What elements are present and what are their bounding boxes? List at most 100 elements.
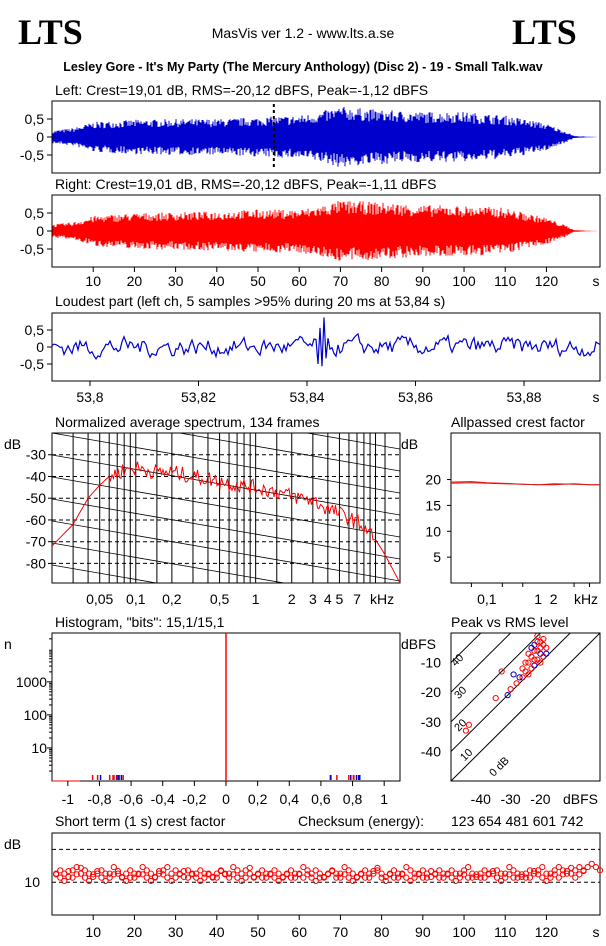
y-tick-label: -40	[421, 743, 441, 759]
crest-line-10	[451, 633, 571, 753]
short-term-point-right	[473, 873, 480, 881]
x-tick-label: 70	[333, 924, 349, 940]
y-tick-label: 10	[425, 523, 441, 539]
short-term-point-left	[543, 877, 550, 885]
left-waveform-title: Left: Crest=19,01 dB, RMS=-20,12 dBFS, P…	[55, 82, 428, 98]
short-term-point-right	[184, 867, 192, 874]
x-tick-label: kHz	[574, 591, 598, 607]
short-term-point-left	[349, 877, 356, 885]
crest-line-0	[451, 633, 600, 781]
x-tick-label: 90	[415, 924, 431, 940]
pvr-point	[462, 727, 469, 734]
x-tick-label: 0,1	[477, 591, 497, 607]
x-tick-label: 120	[535, 273, 559, 289]
short-term-point-right	[489, 870, 496, 877]
pvr-point	[525, 659, 532, 666]
pvr-point	[528, 644, 535, 651]
y-tick-label: -0,5	[20, 241, 44, 257]
y-tick-label: -60	[26, 512, 46, 528]
short-term-point-right	[399, 870, 406, 877]
short-term-crest-panel: Short term (1 s) crest factor Checksum (…	[4, 813, 604, 940]
short-term-point-right	[238, 870, 245, 877]
pvr-point	[504, 692, 511, 699]
short-term-point-left	[419, 874, 426, 881]
short-term-point-right	[469, 870, 476, 877]
short-term-point-right	[304, 867, 311, 874]
short-term-point-right	[374, 867, 381, 874]
short-term-point-right	[502, 870, 509, 877]
short-term-point-right	[267, 870, 274, 877]
short-term-point-left	[226, 874, 233, 881]
short-term-point-right	[221, 870, 229, 877]
pvr-point	[492, 695, 499, 702]
allpassed-crest-frame	[450, 432, 601, 584]
short-term-point-right	[333, 870, 340, 877]
short-term-point-left	[477, 874, 484, 881]
y-tick-label: 1000	[16, 674, 47, 690]
pvr-point	[540, 635, 547, 643]
short-term-point-left	[530, 867, 538, 875]
short-term-point-left	[403, 874, 410, 881]
short-term-point-left	[452, 877, 459, 885]
right-waveform-x-ticks: 10 20 30 40 50 60 70 80 90 100 110 120 s	[85, 267, 600, 289]
short-term-point-left	[366, 874, 373, 881]
short-term-point-right	[366, 870, 373, 877]
crest-line-label: 30	[452, 684, 469, 701]
short-term-point-left	[555, 874, 562, 881]
short-term-point-right	[522, 870, 529, 877]
short-term-point-right	[296, 870, 303, 877]
short-term-point-right	[283, 870, 290, 877]
short-term-point-right	[596, 867, 604, 874]
y-tick-label: 0	[36, 129, 44, 145]
y-tick-label: 100	[24, 707, 48, 723]
short-term-point-right	[151, 873, 159, 881]
short-term-point-left	[518, 871, 525, 878]
spectrum-slope-line	[52, 564, 159, 583]
pvr-point	[528, 653, 535, 660]
short-term-point-left	[291, 874, 299, 881]
y-tick-label: -20	[421, 684, 441, 700]
x-unit-label: s	[593, 924, 600, 940]
short-term-point-right	[217, 867, 225, 874]
x-tick-label: 7	[353, 591, 361, 607]
x-tick-label: 80	[374, 273, 390, 289]
short-term-point-left	[98, 874, 105, 881]
short-term-point-right	[518, 873, 525, 881]
short-term-point-left	[139, 871, 146, 878]
short-term-point-right	[106, 870, 113, 877]
x-tick-label: 10	[85, 924, 101, 940]
left-waveform-y-ticks: 0,5 0 -0,5	[20, 111, 52, 163]
x-tick-label: 5	[336, 591, 344, 607]
spectrum-slope-line	[52, 345, 400, 405]
short-term-point-right	[160, 867, 167, 874]
pvr-point	[543, 650, 550, 657]
y-tick-label: -30	[26, 447, 46, 463]
short-term-point-right	[506, 863, 513, 871]
short-term-point-left	[456, 874, 464, 881]
x-tick-label: 0,1	[126, 591, 146, 607]
short-term-point-right	[572, 867, 579, 874]
histogram-x-ticks: -1 -0,8 -0,6 -0,4 -0,2 0 0,2 0,4 0,6 0,8 1	[62, 781, 388, 807]
short-term-point-left	[230, 871, 237, 878]
short-term-point-right	[259, 867, 266, 874]
y-tick-label: -30	[421, 714, 441, 730]
pvr-point	[531, 656, 538, 663]
short-term-point-left	[382, 877, 389, 885]
short-term-point-right	[370, 870, 377, 877]
short-term-point-left	[469, 874, 476, 881]
short-term-point-right	[201, 870, 208, 877]
short-term-point-left	[510, 874, 517, 881]
short-term-point-left	[69, 874, 76, 881]
y-tick-label: -70	[26, 534, 46, 550]
right-waveform-trace	[52, 201, 598, 261]
allpassed-crest-y-unit: dB	[401, 436, 418, 452]
crest-line-30	[451, 633, 511, 693]
x-tick-label: 110	[494, 924, 517, 940]
short-term-point-right	[172, 867, 179, 874]
short-term-point-right	[287, 867, 295, 874]
short-term-point-left	[287, 874, 295, 881]
peak-vs-rms-x-ticks: -40 -30 -20	[471, 791, 551, 807]
spectrum-x-unit: kHz	[370, 591, 394, 607]
short-term-point-left	[213, 874, 220, 881]
